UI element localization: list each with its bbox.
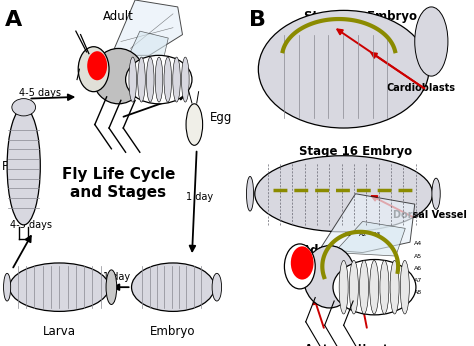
Ellipse shape (129, 57, 137, 102)
Text: A2: A2 (358, 232, 367, 237)
Ellipse shape (360, 260, 369, 314)
Ellipse shape (432, 178, 440, 209)
Text: 4-5 days: 4-5 days (19, 89, 61, 98)
Ellipse shape (173, 57, 180, 102)
Polygon shape (126, 31, 168, 62)
Ellipse shape (164, 57, 172, 102)
Text: Pupa: Pupa (2, 160, 31, 173)
Ellipse shape (12, 99, 36, 116)
Text: Larva: Larva (43, 325, 76, 338)
Circle shape (284, 244, 315, 289)
Ellipse shape (255, 156, 432, 232)
Circle shape (291, 246, 313, 280)
Ellipse shape (380, 260, 389, 314)
Text: B: B (249, 10, 266, 30)
Text: A1: A1 (344, 232, 353, 237)
Text: Cardioblasts: Cardioblasts (386, 83, 455, 93)
Text: A4: A4 (413, 242, 422, 246)
Text: Egg: Egg (210, 111, 232, 124)
Text: A8: A8 (413, 290, 422, 295)
Ellipse shape (126, 55, 192, 104)
Text: Stage 13 Embryo: Stage 13 Embryo (304, 10, 417, 24)
Circle shape (87, 51, 107, 80)
Ellipse shape (137, 57, 146, 102)
Text: A3: A3 (373, 232, 381, 237)
Polygon shape (334, 221, 405, 256)
Ellipse shape (339, 260, 348, 314)
Text: A: A (5, 10, 22, 30)
Ellipse shape (400, 260, 409, 314)
Ellipse shape (9, 263, 109, 311)
Text: 1 day: 1 day (185, 192, 213, 202)
Ellipse shape (370, 260, 379, 314)
Polygon shape (320, 194, 415, 253)
Text: Embryo: Embryo (150, 325, 196, 338)
Circle shape (78, 47, 109, 92)
Text: Adult: Adult (103, 10, 134, 24)
Ellipse shape (182, 57, 189, 102)
Ellipse shape (212, 273, 222, 301)
Ellipse shape (349, 260, 358, 314)
Ellipse shape (333, 260, 416, 315)
Ellipse shape (186, 104, 202, 145)
Text: A6: A6 (413, 266, 422, 271)
Polygon shape (111, 0, 182, 55)
Text: Adult: Adult (302, 244, 337, 257)
Text: 1 day: 1 day (102, 272, 130, 282)
Ellipse shape (415, 7, 448, 76)
Text: 1 day: 1 day (162, 68, 189, 78)
Ellipse shape (390, 260, 399, 314)
Text: Fly Life Cycle
and Stages: Fly Life Cycle and Stages (62, 167, 175, 200)
Ellipse shape (131, 263, 214, 311)
Text: Stage 16 Embryo: Stage 16 Embryo (299, 145, 412, 158)
Ellipse shape (106, 270, 117, 304)
Ellipse shape (258, 10, 429, 128)
Ellipse shape (7, 107, 40, 225)
Text: A7: A7 (413, 278, 422, 283)
Ellipse shape (92, 48, 145, 104)
Ellipse shape (146, 57, 154, 102)
Text: Heart: Heart (357, 344, 387, 346)
Ellipse shape (3, 273, 10, 301)
Text: 4-5 days: 4-5 days (10, 220, 52, 230)
Text: Aorta: Aorta (305, 344, 335, 346)
Ellipse shape (303, 246, 356, 308)
Text: A5: A5 (413, 254, 422, 258)
Ellipse shape (246, 176, 254, 211)
Text: Dorsal Vessel: Dorsal Vessel (393, 210, 467, 219)
Ellipse shape (155, 57, 163, 102)
